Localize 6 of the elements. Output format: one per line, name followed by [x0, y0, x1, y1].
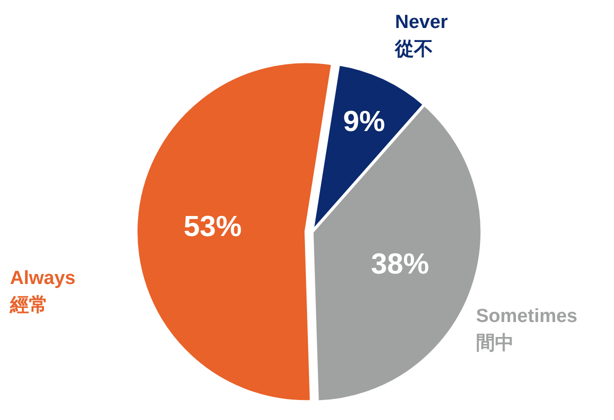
data-label: 53% [184, 210, 242, 243]
data-label: 9% [343, 106, 386, 138]
slice-label: Sometimes 間中 [476, 306, 578, 354]
slice-label: Never 從不 [394, 12, 448, 60]
slice-label: Always 經常 [9, 268, 76, 316]
data-label: 38% [370, 248, 430, 281]
